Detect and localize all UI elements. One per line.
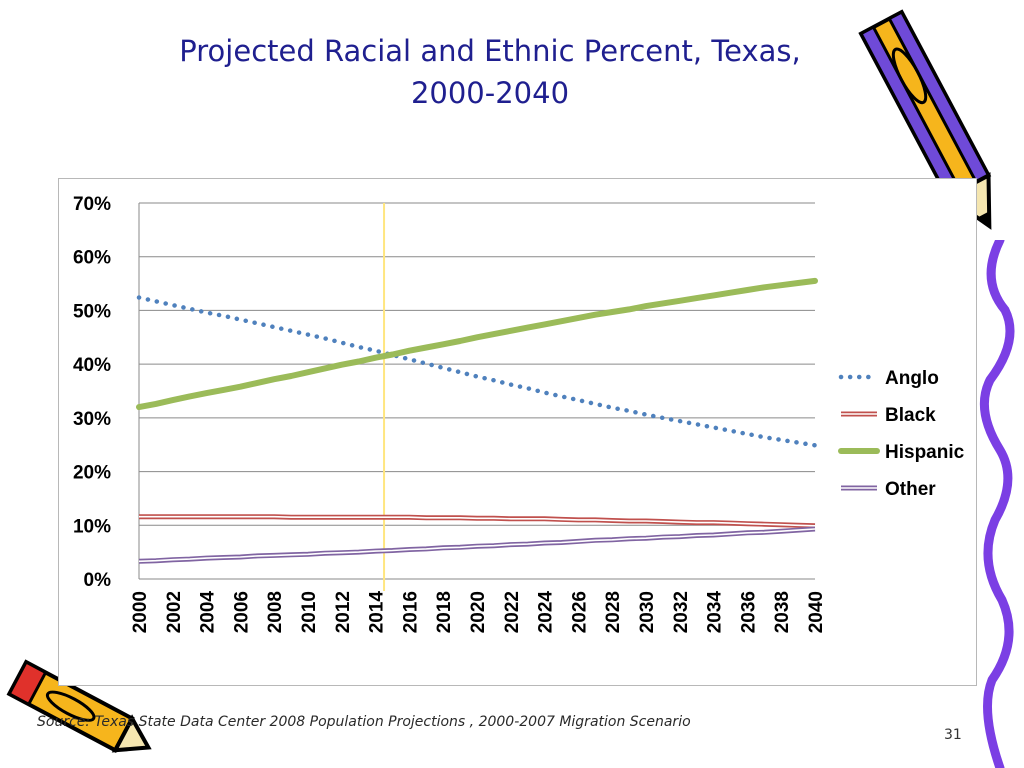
pencil-clipart-top-right — [858, 9, 992, 230]
series-lines — [136, 277, 818, 564]
slide-number: 31 — [944, 727, 962, 743]
x-tick-label: 2024 — [536, 591, 557, 634]
y-tick-label: 0% — [84, 570, 112, 591]
y-tick-label: 10% — [73, 516, 111, 537]
x-axis-labels: 2000 2002 2004 2006 2008 2010 2012 2014 2016 2018… — [130, 591, 827, 634]
legend-label-other: Other — [885, 479, 936, 500]
pencil-clipart-bottom-left — [6, 659, 152, 753]
x-tick-label: 2028 — [603, 591, 624, 633]
series-other-line-inner — [138, 528, 816, 563]
x-tick-label: 2016 — [400, 591, 421, 633]
squiggle-decoration-right — [979, 240, 1015, 768]
legend-label-black: Black — [885, 405, 936, 426]
x-tick-label: 2040 — [806, 591, 827, 633]
legend: Anglo Black Hispanic Other — [838, 368, 965, 500]
slide-title: Projected Racial and Ethnic Percent, Tex… — [0, 30, 980, 114]
chart-area: 0% 10% 20% 30% 40% 50% 60% 70% 2000 2002 2004 2006… — [58, 178, 977, 686]
x-tick-label: 2020 — [468, 591, 489, 633]
y-tick-label: 70% — [73, 194, 111, 215]
y-tick-label: 30% — [73, 409, 111, 430]
x-tick-label: 2012 — [333, 591, 354, 633]
x-tick-label: 2022 — [502, 591, 523, 633]
x-tick-label: 2008 — [265, 591, 286, 633]
x-tick-label: 2026 — [569, 591, 590, 633]
gridlines — [138, 202, 815, 580]
slide-title-line-1: Projected Racial and Ethnic Percent, Tex… — [179, 34, 801, 68]
x-tick-label: 2032 — [671, 591, 692, 633]
slide-title-line-2: 2000-2040 — [410, 76, 570, 110]
legend-label-anglo: Anglo — [885, 368, 939, 389]
series-hispanic-line — [136, 277, 818, 411]
y-axis-labels: 0% 10% 20% 30% 40% 50% 60% 70% — [73, 194, 111, 591]
y-tick-label: 50% — [73, 301, 111, 322]
legend-label-hispanic: Hispanic — [885, 442, 965, 463]
x-tick-label: 2006 — [231, 591, 252, 633]
series-black-line-inner — [139, 515, 816, 527]
line-chart: 0% 10% 20% 30% 40% 50% 60% 70% 2000 2002 2004 2006… — [73, 194, 965, 634]
x-tick-label: 2014 — [367, 591, 388, 634]
x-tick-label: 2018 — [434, 591, 455, 633]
y-tick-label: 20% — [73, 463, 111, 484]
x-tick-label: 2010 — [299, 591, 320, 633]
x-tick-label: 2036 — [738, 591, 759, 633]
x-tick-label: 2004 — [198, 591, 219, 634]
series-anglo-line — [136, 295, 818, 448]
y-tick-label: 60% — [73, 248, 111, 269]
source-note: Source: Texas State Data Center 2008 Pop… — [37, 714, 691, 730]
x-tick-label: 2034 — [705, 591, 726, 634]
x-tick-label: 2000 — [130, 591, 151, 633]
x-tick-label: 2038 — [772, 591, 793, 633]
x-tick-label: 2002 — [164, 591, 185, 633]
y-tick-label: 40% — [73, 355, 111, 376]
x-tick-label: 2030 — [637, 591, 658, 633]
